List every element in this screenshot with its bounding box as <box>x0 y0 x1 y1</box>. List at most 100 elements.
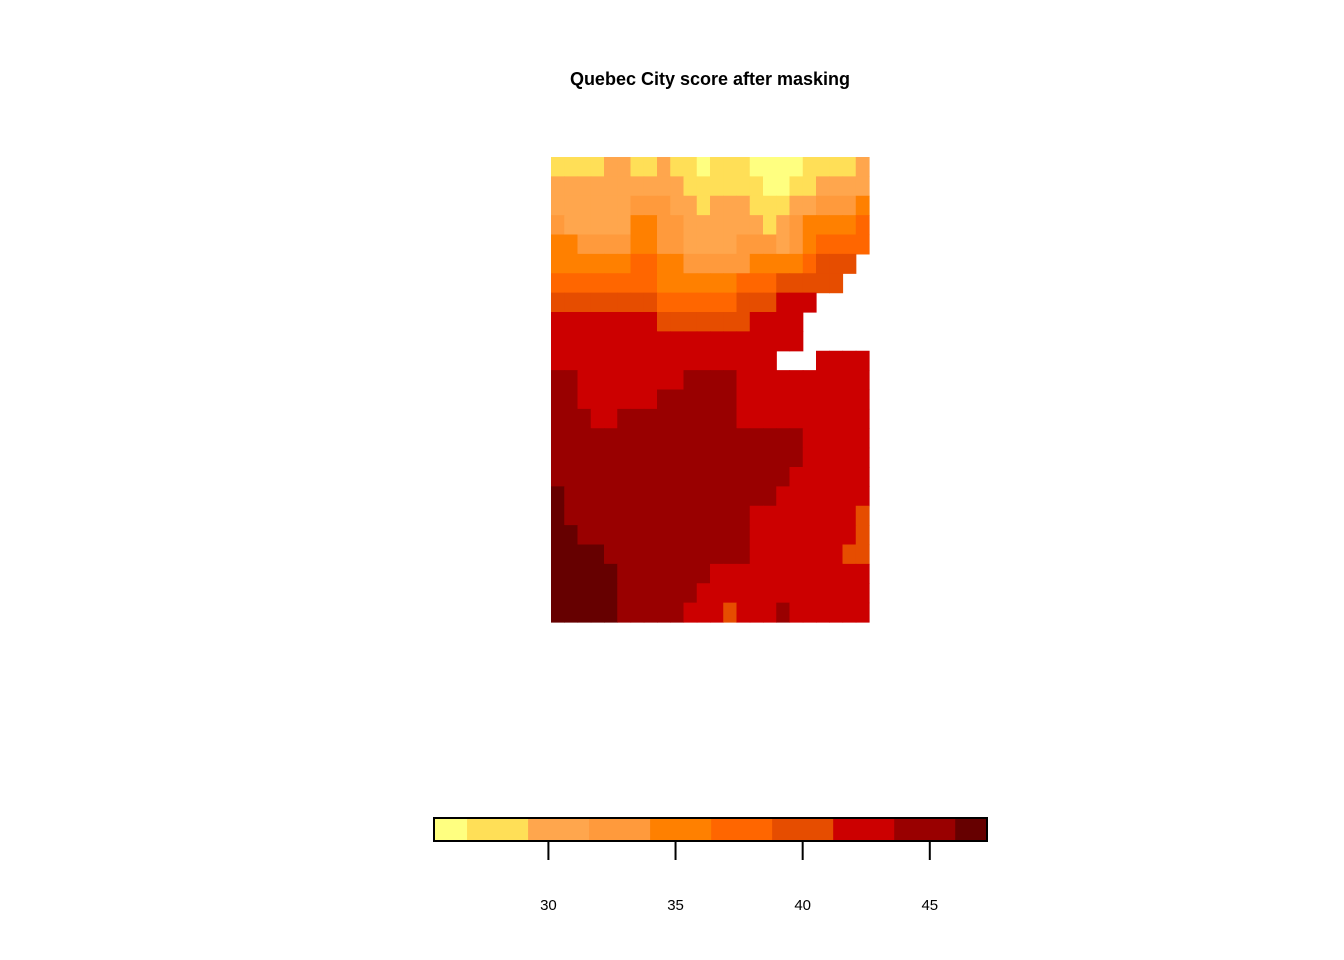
heatmap-cell <box>816 370 830 391</box>
heatmap-cell <box>855 544 870 565</box>
heatmap-cell <box>577 389 592 410</box>
heatmap-cell <box>736 389 751 410</box>
heatmap-cell <box>763 583 777 604</box>
heatmap-cell <box>723 389 738 410</box>
heatmap-cell <box>736 234 751 255</box>
heatmap-cell <box>763 176 777 197</box>
heatmap-cell <box>736 370 751 391</box>
heatmap-cell <box>564 253 579 274</box>
heatmap-cell <box>696 273 711 294</box>
heatmap-cell <box>842 505 857 526</box>
heatmap-cell <box>723 350 738 371</box>
heatmap-cell <box>590 176 605 197</box>
heatmap-cell <box>683 273 698 294</box>
heatmap-cell <box>551 505 565 526</box>
heatmap-cell <box>670 331 685 352</box>
heatmap-cell <box>604 563 618 584</box>
heatmap-cell <box>683 195 698 216</box>
heatmap-cell <box>723 176 738 197</box>
heatmap-cell <box>564 350 579 371</box>
legend-tick-label: 45 <box>921 897 938 914</box>
heatmap-cell <box>723 602 738 623</box>
heatmap-cell <box>776 505 791 526</box>
heatmap-cell <box>577 505 592 526</box>
heatmap-cell <box>816 544 830 565</box>
heatmap-cell <box>789 563 804 584</box>
legend-tick-label: 30 <box>540 897 557 914</box>
legend-swatch <box>467 818 529 841</box>
heatmap-cell <box>749 486 764 507</box>
heatmap-cell <box>670 292 685 313</box>
heatmap-cell <box>842 563 857 584</box>
heatmap-cell <box>829 525 844 546</box>
heatmap-cell <box>829 215 844 236</box>
heatmap-cell <box>630 176 645 197</box>
heatmap-cell <box>710 215 724 236</box>
heatmap-cell <box>670 389 685 410</box>
heatmap-cell <box>696 486 711 507</box>
legend-tick-label: 40 <box>794 897 811 914</box>
heatmap-cell <box>749 544 764 565</box>
heatmap-cell <box>683 312 698 332</box>
heatmap-cell <box>736 253 751 274</box>
heatmap-cell <box>710 486 724 507</box>
heatmap-cell <box>816 583 830 604</box>
heatmap-cell <box>590 292 605 313</box>
heatmap-cell <box>670 273 685 294</box>
heatmap-cell <box>710 447 724 468</box>
heatmap-cell <box>590 447 605 468</box>
heatmap-cell <box>776 331 791 352</box>
heatmap-cell <box>657 486 671 507</box>
heatmap-cell <box>776 467 791 487</box>
heatmap-cell <box>564 273 579 294</box>
heatmap-cell <box>736 292 751 313</box>
heatmap-cell <box>696 544 711 565</box>
heatmap-cell <box>736 486 751 507</box>
heatmap-cell <box>643 370 658 391</box>
heatmap-cell <box>789 486 804 507</box>
heatmap-cell <box>643 525 658 546</box>
legend-swatch <box>833 818 895 841</box>
heatmap-cell <box>736 350 751 371</box>
heatmap-cell <box>723 563 738 584</box>
heatmap-cell <box>577 370 592 391</box>
heatmap-cell <box>696 370 711 391</box>
heatmap-cell <box>643 583 658 604</box>
heatmap-cell <box>855 408 870 429</box>
heatmap-cell <box>789 370 804 391</box>
heatmap-cell <box>564 331 579 352</box>
heatmap-cell <box>643 505 658 526</box>
heatmap-cell <box>617 389 632 410</box>
heatmap-cell <box>657 273 671 294</box>
heatmap-cell <box>683 408 698 429</box>
heatmap-cell <box>657 215 671 236</box>
heatmap-cell <box>829 350 844 371</box>
heatmap-cell <box>749 447 764 468</box>
heatmap-cell <box>670 157 685 177</box>
heatmap-cell <box>657 447 671 468</box>
heatmap-cell <box>723 331 738 352</box>
heatmap-cell <box>842 195 857 216</box>
heatmap-cell <box>551 331 565 352</box>
heatmap-cell <box>789 331 804 352</box>
heatmap-cell <box>763 350 777 371</box>
heatmap-cell <box>564 563 579 584</box>
heatmap-cell <box>670 234 685 255</box>
heatmap-cell <box>590 331 605 352</box>
heatmap-cell <box>736 157 751 177</box>
heatmap-cell <box>710 505 724 526</box>
heatmap-cell <box>577 234 592 255</box>
heatmap-cell <box>696 195 711 216</box>
legend-swatch <box>650 818 712 841</box>
heatmap-cell <box>683 234 698 255</box>
heatmap-cell <box>789 292 804 313</box>
heatmap-cell <box>577 447 592 468</box>
heatmap-cell <box>829 583 844 604</box>
heatmap-cell <box>643 563 658 584</box>
heatmap-cell <box>696 350 711 371</box>
heatmap-cell <box>604 447 618 468</box>
heatmap-cell <box>816 486 830 507</box>
heatmap-cell <box>763 234 777 255</box>
heatmap-cell <box>657 331 671 352</box>
heatmap-cell <box>842 176 857 197</box>
